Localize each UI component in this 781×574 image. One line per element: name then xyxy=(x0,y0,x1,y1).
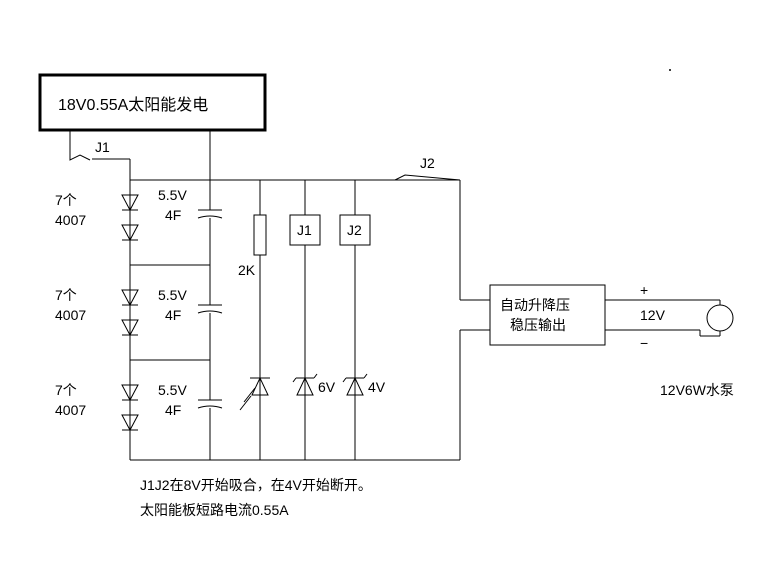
output-voltage: 12V xyxy=(640,307,666,323)
note-line2: 太阳能板短路电流0.55A xyxy=(140,502,289,518)
pump-label: 12V6W水泵 xyxy=(660,382,734,398)
output-minus: − xyxy=(640,335,648,351)
zener-6v-label: 6V xyxy=(318,379,336,395)
pump-symbol xyxy=(707,305,733,331)
relay-j2-label: J2 xyxy=(347,222,362,238)
cap-label-3b: 4F xyxy=(165,402,181,418)
diode-label-3a: 7个 xyxy=(55,382,77,398)
diode-label-1a: 7个 xyxy=(55,192,77,208)
resistor-label: 2K xyxy=(238,262,256,278)
cap-label-2b: 4F xyxy=(165,307,181,323)
output-plus: + xyxy=(640,282,648,298)
cap-label-1a: 5.5V xyxy=(158,187,187,203)
regulator-line2: 稳压输出 xyxy=(510,317,566,333)
diode-label-1b: 4007 xyxy=(55,212,86,228)
regulator-line1: 自动升降压 xyxy=(500,297,570,313)
diode-label-3b: 4007 xyxy=(55,402,86,418)
cap-label-1b: 4F xyxy=(165,207,181,223)
circuit-diagram: 18V0.55A太阳能发电 J1 J2 7个 4007 7个 4007 xyxy=(0,0,781,574)
j2-contact xyxy=(395,175,460,180)
relay-j1-label: J1 xyxy=(297,222,312,238)
zener-adjustable xyxy=(240,378,270,410)
diode-label-2a: 7个 xyxy=(55,287,77,303)
cap-label-2a: 5.5V xyxy=(158,287,187,303)
zener-4v-label: 4V xyxy=(368,379,386,395)
resistor-2k xyxy=(254,215,266,255)
regulator-box xyxy=(490,285,605,345)
note-line1: J1J2在8V开始吸合，在4V开始断开。 xyxy=(140,477,372,493)
stray-dot xyxy=(669,69,671,71)
capacitor-2 xyxy=(198,305,222,313)
capacitor-3 xyxy=(198,400,222,408)
capacitor-1 xyxy=(198,210,222,218)
diode-label-2b: 4007 xyxy=(55,307,86,323)
j1-contact xyxy=(70,130,90,160)
j2-label: J2 xyxy=(420,155,435,171)
j1-label: J1 xyxy=(95,139,110,155)
cap-label-3a: 5.5V xyxy=(158,382,187,398)
solar-panel-label: 18V0.55A太阳能发电 xyxy=(58,96,208,114)
